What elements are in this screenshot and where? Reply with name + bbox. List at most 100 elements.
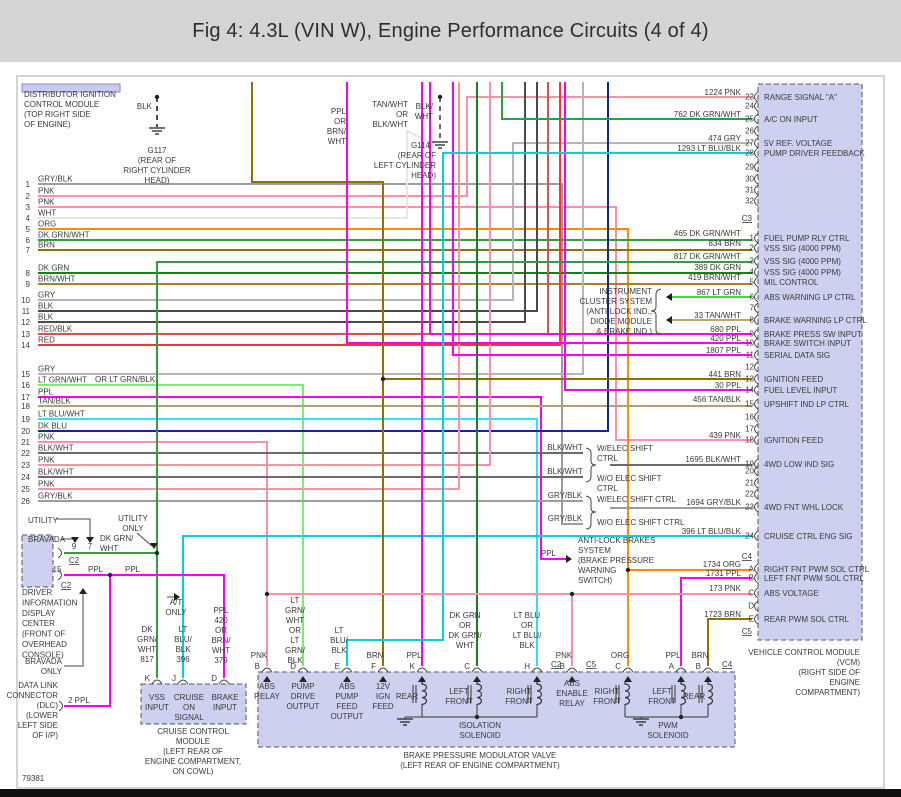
- bpmv-pin-letter: A: [669, 662, 675, 671]
- or-ltgrnblk-label: OR LT GRN/BLK: [95, 375, 156, 384]
- vcm-pin-number: 22: [745, 490, 754, 499]
- rear: REAR: [396, 692, 418, 701]
- junction-dot: [154, 94, 160, 100]
- cruise-pin-arc: [177, 679, 189, 685]
- wire-817-label: DK: [141, 625, 153, 634]
- wire: [501, 82, 752, 120]
- wire: [64, 575, 111, 707]
- bpmv-wire-label: GRN/: [285, 606, 306, 615]
- wire-396-label: BLU/: [174, 635, 193, 644]
- left-pin-wire-label: LT GRN/WHT: [38, 376, 87, 385]
- coil-icon: [624, 682, 631, 705]
- vcm-wire-label: 441 BRN: [709, 370, 742, 379]
- wire-817-label: WHT: [138, 645, 156, 654]
- vcm-pin-number: 1: [750, 234, 755, 243]
- diagram-border: [16, 75, 885, 789]
- bpmv-wire-label: ORG: [611, 651, 629, 660]
- junction-dot: [437, 94, 443, 100]
- vcm-circuit-label: A/C ON INPUT: [764, 115, 818, 124]
- page-title: Fig 4: 4.3L (VIN W), Engine Performance …: [192, 19, 709, 42]
- pump-drive-output: PUMP: [291, 682, 314, 691]
- shift-ctrl-label: W/O ELEC SHIFT: [597, 474, 662, 483]
- vcm-pin-number: 26: [745, 127, 754, 136]
- bpmv-pin-letter: H: [524, 662, 530, 671]
- wire-817-label: 817: [140, 655, 154, 664]
- c2-label: C2: [69, 556, 80, 565]
- vcm-pin-arc: [754, 477, 759, 489]
- vcm-pin-arc: [754, 423, 759, 435]
- vcm-pin-arc: [754, 161, 759, 173]
- bpmv-pin-arc: [702, 667, 714, 673]
- abs-pump-feed-output: OUTPUT: [331, 712, 364, 721]
- bravada-only-label: BRAVADA: [25, 657, 63, 666]
- didc-label: (FRONT OF: [22, 630, 66, 639]
- bpmv-wire-label: BLK: [287, 656, 303, 665]
- left-pin-number: 22: [21, 449, 30, 458]
- vcm-pin-number: 9: [750, 330, 755, 339]
- vcm-circuit-label: BRAKE SWITCH INPUT: [764, 339, 851, 348]
- wire: [38, 142, 752, 301]
- left-pin-wire-label: PNK: [38, 187, 55, 196]
- diagram-code: 79381: [22, 774, 45, 783]
- wire: [64, 590, 84, 667]
- wire-817-label: GRN/: [137, 635, 158, 644]
- vcm-wire-label: 389 DK GRN: [694, 263, 741, 272]
- bpmv-pin-arc: [297, 667, 309, 673]
- utility-only-label: ONLY: [122, 524, 144, 533]
- left-pin-wire-label: BLK: [38, 313, 54, 322]
- junction-dot: [569, 591, 575, 597]
- dlc-label: OF I/P): [32, 731, 58, 740]
- left-pin-number: 24: [21, 473, 30, 482]
- vcm-circuit-label: VSS SIG (4000 PPM): [764, 257, 841, 266]
- arrow-icon: [666, 316, 672, 324]
- cruise-on-signal: CRUISE: [174, 693, 204, 702]
- connector-arc: [57, 547, 62, 559]
- vcm-circuit-label: VSS SIG (4000 PPM): [764, 244, 841, 253]
- vcm-wire-label: 817 DK GRN/WHT: [674, 252, 741, 261]
- left-pin-wire-label: RED: [38, 336, 55, 345]
- vcm-pin-arc: [754, 434, 759, 446]
- left-pin-number: 2: [26, 192, 31, 201]
- left-pin-wire-label: PNK: [38, 480, 55, 489]
- coil-icon: [476, 682, 483, 705]
- wire: [38, 206, 752, 441]
- bpmv-wire-label: DK GRN/: [448, 631, 482, 640]
- vcm-circuit-label: 5V REF. VOLTAGE: [764, 139, 832, 148]
- wire: [38, 82, 526, 323]
- wire: [38, 129, 435, 219]
- brace: [585, 447, 597, 483]
- left-front: LEFT: [652, 687, 672, 696]
- vcm-pin-arc: [754, 184, 759, 196]
- left-front: FRONT: [648, 697, 676, 706]
- vcm-wire-label: 834 BRN: [709, 239, 742, 248]
- bpmv-pin-arrow-icon: [568, 676, 576, 682]
- bpmv-wire-label: BRN: [692, 651, 709, 660]
- vcm-pin-arc: [754, 530, 759, 542]
- shift-ctrl-label: CTRL: [597, 484, 618, 493]
- bpmv-wire-label: BLK: [519, 641, 535, 650]
- cruise-caption: CRUISE CONTROL: [157, 727, 229, 736]
- bpmv-pin-letter: D: [290, 662, 296, 671]
- didc-label: INFORMATION: [22, 598, 78, 607]
- arrow-icon: [150, 543, 158, 549]
- vcm-wire-label: 33 TAN/WHT: [694, 311, 741, 320]
- vcm-wire-label: 1723 BRN: [704, 610, 741, 619]
- bpmv-pin-arc: [341, 667, 353, 673]
- left-pin-number: 17: [21, 393, 30, 402]
- vcm-pin-number: 27: [745, 139, 754, 148]
- vcm-pin-number: 19: [745, 460, 754, 469]
- vcm-pin-arc: [754, 242, 759, 254]
- vcm-circuit-label: ABS WARNING LP CTRL: [764, 293, 856, 302]
- shift-wire-label: GRY/BLK: [548, 514, 583, 523]
- vcm-circuit-label: FUEL PUMP RLY CTRL: [764, 234, 850, 243]
- bottom-bar: [0, 789, 901, 797]
- pwm-solenoid: PWM: [658, 721, 678, 730]
- wire: [38, 96, 752, 197]
- vcm-pin-number: 16: [745, 413, 754, 422]
- vcm-circuit-label: IGNITION FEED: [764, 375, 823, 384]
- g117-label: (REAR OF: [138, 156, 176, 165]
- junction-dot: [474, 714, 480, 720]
- bpmv-pin-arc: [622, 667, 634, 673]
- vcm-pin-arc: [754, 572, 759, 584]
- bpmv-wire-label: GRN/: [285, 646, 306, 655]
